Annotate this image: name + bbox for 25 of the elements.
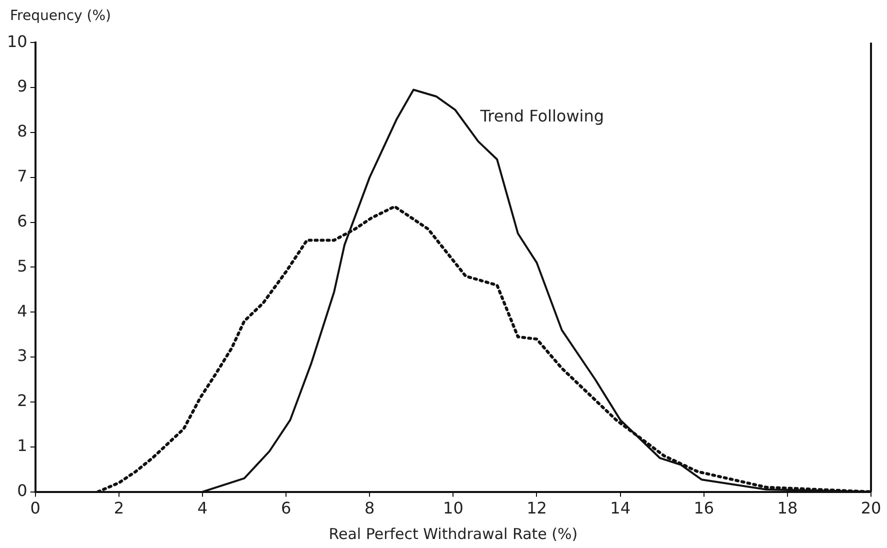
x-tick-label: 4 [197,498,208,518]
y-tick-label: 3 [17,346,28,366]
y-tick-label: 7 [17,166,28,186]
x-tick-label: 6 [280,498,292,518]
x-tick-label: 10 [443,498,464,518]
y-tick-label: 6 [17,211,28,230]
x-tick-label: 2 [114,498,124,518]
y-tick-label: 4 [17,301,28,320]
x-tick-label: 0 [30,498,40,518]
x-tick-label: 14 [610,498,630,518]
series-label: Trend Following [479,106,604,126]
y-tick-label: 5 [17,256,28,276]
x-tick-label: 18 [777,498,798,518]
y-tick-label: 8 [17,122,28,141]
y-tick-label: 10 [7,32,28,51]
x-axis-title: Real Perfect Withdrawal Rate (%) [328,524,578,543]
x-tick-label: 12 [526,498,547,518]
y-axis-title: Frequency (%) [10,8,112,24]
y-tick-label: 1 [17,436,28,456]
y-tick-label: 0 [17,480,28,500]
x-tick-label: 20 [860,498,882,518]
x-tick-label: 8 [364,498,375,518]
x-tick-label: 16 [694,498,714,518]
y-tick-label: 9 [17,76,28,96]
y-tick-label: 2 [17,391,28,410]
